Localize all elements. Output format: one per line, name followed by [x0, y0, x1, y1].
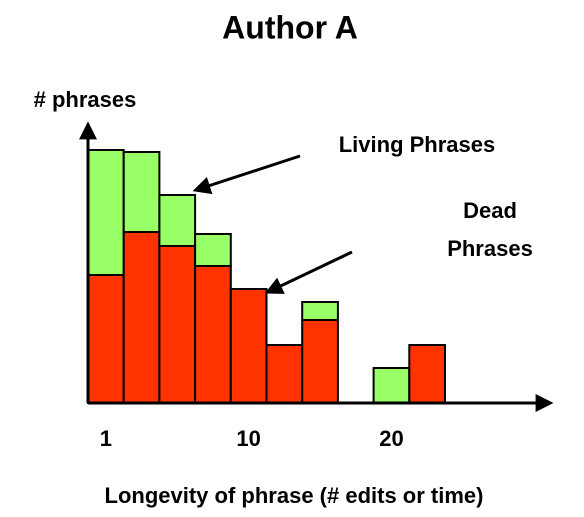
bar-segment	[122, 231, 161, 404]
bar-segment	[194, 265, 232, 404]
chart-title: Author A	[222, 9, 358, 45]
bar-segment	[194, 233, 232, 267]
x-tick-label: 20	[379, 426, 403, 451]
bar-segment	[301, 319, 339, 404]
y-axis-label: # phrases	[34, 87, 137, 112]
x-axis-label: Longevity of phrase (# edits or time)	[105, 483, 484, 508]
bar-segment	[229, 288, 268, 404]
bar-segment	[87, 149, 125, 276]
arrow	[264, 250, 353, 294]
bar-segment	[158, 245, 197, 404]
bar-segment	[265, 344, 304, 404]
x-tick-label: 1	[100, 426, 112, 451]
label-dead: Dead Phrases	[447, 198, 533, 261]
bar-segment	[158, 194, 197, 247]
label-living: Living Phrases	[338, 132, 496, 157]
arrow	[192, 154, 301, 195]
x-tick-label: 10	[236, 426, 260, 451]
bar-segment	[301, 301, 339, 321]
bar-segment	[372, 367, 411, 404]
bar-segment	[87, 274, 125, 404]
bar-segment	[122, 151, 161, 233]
bar-segment	[408, 344, 446, 404]
